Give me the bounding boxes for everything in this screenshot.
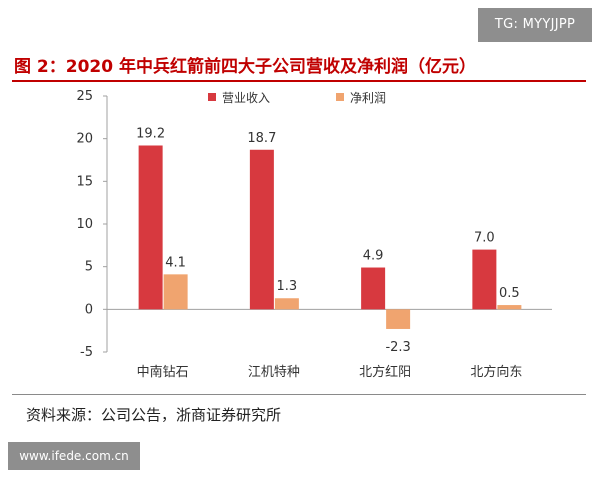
data-label: 0.5 <box>499 286 520 301</box>
y-tick-label: -5 <box>80 345 93 360</box>
bar-revenue <box>138 145 163 310</box>
legend-label: 净利润 <box>350 91 386 105</box>
data-label: 4.1 <box>165 255 186 270</box>
y-tick-label: 20 <box>76 132 93 147</box>
bar-revenue <box>361 267 386 310</box>
legend-swatch <box>208 93 216 101</box>
bar-net-profit <box>497 305 522 310</box>
data-label: 1.3 <box>277 279 298 294</box>
y-tick-label: 25 <box>76 89 93 104</box>
x-tick-label: 北方红阳 <box>359 364 411 380</box>
y-tick-label: 15 <box>76 174 93 189</box>
watermark-bottom: www.ifede.com.cn <box>8 442 140 470</box>
y-tick-label: 10 <box>76 217 93 232</box>
y-tick-label: 5 <box>85 260 93 275</box>
y-tick-label: 0 <box>85 302 93 317</box>
x-tick-label: 江机特种 <box>248 365 300 380</box>
watermark-top: TG: MYYJJPP <box>478 8 592 42</box>
data-label: 18.7 <box>247 131 276 146</box>
legend-swatch <box>336 93 344 101</box>
source-divider <box>12 394 586 395</box>
title-underline <box>12 80 586 82</box>
x-tick-label: 北方向东 <box>470 364 522 380</box>
chart-title: 图 2：2020 年中兵红箭前四大子公司营收及净利润（亿元） <box>14 57 476 77</box>
x-tick-label: 中南钻石 <box>137 364 189 380</box>
bar-chart: 25 20 15 10 5 0 -5 19.2 4.1 中南钻石 18.7 1.3 江机特种 4.9 -2.… <box>76 89 552 380</box>
data-label: 19.2 <box>136 126 165 141</box>
bar-revenue <box>472 249 497 310</box>
data-label: -2.3 <box>385 340 410 355</box>
bar-revenue <box>249 149 274 310</box>
bar-net-profit <box>163 274 188 310</box>
bar-net-profit <box>274 298 299 310</box>
data-label: 7.0 <box>474 231 495 246</box>
legend-label: 营业收入 <box>222 91 270 105</box>
data-label: 4.9 <box>363 249 384 264</box>
bar-net-profit <box>386 309 411 329</box>
source-note: 资料来源：公司公告，浙商证券研究所 <box>26 406 282 424</box>
